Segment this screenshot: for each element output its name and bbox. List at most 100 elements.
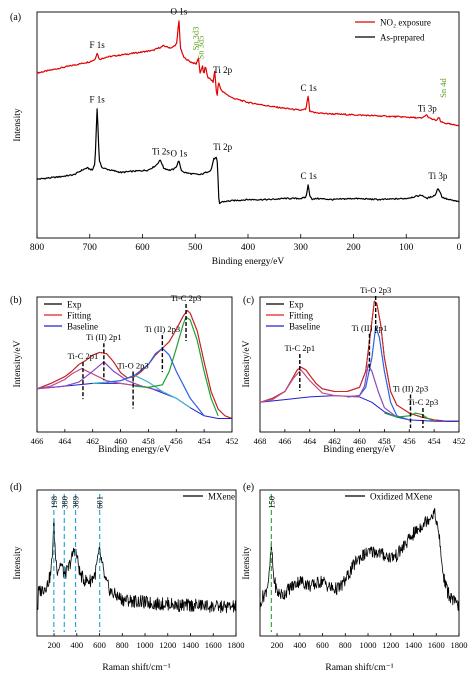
series-line-component-5 xyxy=(92,374,191,409)
x-axis-label: Raman shift/cm⁻¹ xyxy=(102,662,170,673)
panel-label: (b) xyxy=(10,295,22,306)
x-tick-label: 458 xyxy=(378,436,391,446)
legend-label: As-prepared xyxy=(380,33,425,43)
plot-frame xyxy=(36,296,233,433)
x-tick-label: 1200 xyxy=(382,640,399,650)
x-tick-label: 466 xyxy=(31,436,44,446)
panel-label: (c) xyxy=(243,295,254,306)
x-tick-label: 462 xyxy=(86,436,99,446)
y-axis-label: Intensity xyxy=(242,546,252,579)
series-line-baseline xyxy=(36,382,232,419)
peak-label: Ti-C 2p1 xyxy=(284,343,315,353)
peak-label: Ti 3p xyxy=(428,171,447,181)
series-line-component-6 xyxy=(106,347,205,417)
peak-label: Ti 2p xyxy=(213,65,232,75)
x-tick-label: 452 xyxy=(226,436,239,446)
x-tick-label: 468 xyxy=(254,436,267,446)
peak-label: 150 xyxy=(266,496,276,509)
plot-frame xyxy=(36,489,237,637)
x-tick-label: 200 xyxy=(271,640,284,650)
x-tick-label: 452 xyxy=(453,436,466,446)
peak-label: F 1s xyxy=(90,94,106,104)
x-tick-label: 600 xyxy=(316,640,329,650)
x-tick-label: 1400 xyxy=(182,640,199,650)
x-tick-label: 800 xyxy=(30,243,45,253)
peak-label: Ti (II) 2p1 xyxy=(86,332,122,342)
x-axis-label: Binding energy/eV xyxy=(98,445,171,455)
peak-label: C 1s xyxy=(301,171,318,181)
peak-label: 389 xyxy=(71,496,81,509)
x-tick-label: 200 xyxy=(346,243,361,253)
panel-b: (b) Intensity/eV Binding energy/eV 466 464 46… xyxy=(10,293,238,455)
x-tick-label: 462 xyxy=(328,436,341,446)
peak-label: 380 xyxy=(59,496,69,509)
x-tick-label: 454 xyxy=(198,436,212,446)
peak-label: Sn 3d3 xyxy=(190,27,200,51)
series-line-component-3 xyxy=(259,369,360,403)
series-line-component-6 xyxy=(384,412,435,422)
peak-label: Sn 3d5 xyxy=(196,36,206,60)
x-tick-label: 464 xyxy=(58,436,72,446)
peak-label: O 1s xyxy=(171,6,188,16)
peak-label: Ti-O 2p3 xyxy=(118,361,149,371)
series-line-as-prepared xyxy=(36,108,460,205)
legend-label: Exp xyxy=(289,300,304,310)
plot-frame xyxy=(259,489,460,637)
x-tick-label: 1400 xyxy=(405,640,422,650)
x-tick-label: 458 xyxy=(142,436,155,446)
peak-label: F 1s xyxy=(90,40,106,50)
x-tick-label: 1800 xyxy=(451,640,468,650)
series-line-baseline xyxy=(259,395,459,422)
x-tick-label: 1000 xyxy=(360,640,377,650)
x-axis-label: Binding energy/eV xyxy=(323,445,396,455)
legend-label: Exp xyxy=(67,300,82,310)
peak-label: Ti-C 2p1 xyxy=(68,351,99,361)
y-axis-label: Intensity/eV xyxy=(13,340,23,387)
y-axis-label: Intensity/eV xyxy=(242,340,252,387)
x-tick-label: 1000 xyxy=(137,640,154,650)
legend-label: Fitting xyxy=(67,311,92,321)
peak-label: Sn 4d xyxy=(438,78,448,98)
x-tick-label: 600 xyxy=(93,640,106,650)
x-tick-label: 800 xyxy=(116,640,129,650)
peak-label: Ti (II) 2p3 xyxy=(393,384,429,394)
panel-c: (c) Intensity/eV Binding energy/eV 468 466 46… xyxy=(242,285,465,455)
peak-label: Ti 2p xyxy=(213,142,232,152)
peak-label: Ti-O 2p3 xyxy=(360,285,391,295)
peak-label: C 1s xyxy=(301,83,318,93)
panel-label: (d) xyxy=(10,482,22,493)
series-line-fitting xyxy=(259,300,459,422)
x-tick-label: 1200 xyxy=(159,640,176,650)
y-axis-label: Intensity xyxy=(13,108,23,141)
series-line-oxidized-mxene xyxy=(259,508,460,612)
legend-label: Baseline xyxy=(67,322,98,332)
x-tick-label: 1600 xyxy=(428,640,445,650)
series-line-component-4 xyxy=(347,326,410,421)
legend-label: NO₂ exposure xyxy=(380,18,431,28)
x-tick-label: 464 xyxy=(303,436,317,446)
x-tick-label: 1600 xyxy=(205,640,222,650)
panel-label: (a) xyxy=(10,12,21,23)
series-line-mxene xyxy=(36,518,237,614)
x-tick-label: 456 xyxy=(170,436,183,446)
x-tick-label: 500 xyxy=(188,243,203,253)
x-axis-label: Raman shift/cm⁻¹ xyxy=(325,662,393,673)
x-tick-label: 0 xyxy=(457,243,462,253)
x-tick-label: 460 xyxy=(114,436,127,446)
peak-label: Ti 3p xyxy=(418,103,437,113)
panel-label: (e) xyxy=(243,482,254,493)
legend-label: Oxidized MXene xyxy=(370,492,432,502)
x-tick-label: 200 xyxy=(48,640,61,650)
series-line-no-exposure xyxy=(36,20,460,127)
peak-label: Ti 2s xyxy=(152,146,170,156)
legend-label: MXene xyxy=(208,492,235,502)
series-line-component-7 xyxy=(134,316,219,417)
x-tick-label: 456 xyxy=(403,436,416,446)
x-tick-label: 600 xyxy=(135,243,150,253)
series-line-component-3 xyxy=(36,368,149,390)
peak-label: Ti-C 2p3 xyxy=(408,397,439,407)
x-tick-label: 454 xyxy=(428,436,442,446)
legend-label: Fitting xyxy=(289,311,314,321)
x-tick-label: 1800 xyxy=(228,640,245,650)
